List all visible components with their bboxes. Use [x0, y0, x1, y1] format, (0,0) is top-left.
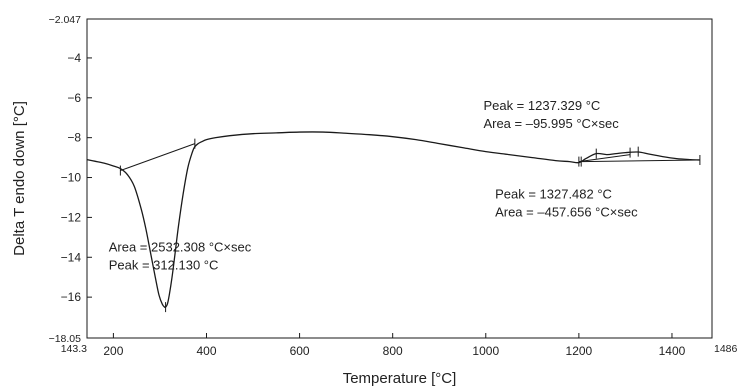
y-tick-label: −12 — [61, 210, 82, 224]
baselines — [120, 143, 700, 172]
annotation-line: Area = –95.995 °C×sec — [483, 116, 619, 131]
annotation-line: Peak = 1327.482 °C — [495, 186, 612, 201]
y-tick-label: −4 — [67, 51, 81, 65]
y-tick-label: −16 — [61, 290, 82, 304]
annotations: Area = 2532.308 °C×sec Peak = 312.130 °C P… — [109, 98, 638, 273]
annotation-line: Peak = 1237.329 °C — [483, 98, 600, 113]
x-axis-title: Temperature [°C] — [343, 370, 457, 387]
x-tick-label: 1400 — [659, 344, 686, 358]
y-axis-title: Delta T endo down [°C] — [11, 101, 28, 256]
x-tick-label: 1200 — [566, 344, 593, 358]
x-tick-label: 600 — [290, 344, 310, 358]
y-tick-label: −6 — [67, 91, 81, 105]
y-tick-label: −14 — [61, 250, 82, 264]
annotation-line: Area = 2532.308 °C×sec — [109, 239, 252, 254]
annotation-line: Peak = 312.130 °C — [109, 257, 219, 272]
markers — [119, 138, 701, 313]
integration-baseline — [578, 154, 631, 163]
series-line — [86, 131, 700, 309]
x-axis-ticks: 200 400 600 800 1000 1200 1400 143.3 1486 — [61, 333, 738, 358]
annotation-line: Area = –457.656 °C×sec — [495, 204, 638, 219]
x-tick-label: 800 — [383, 344, 403, 358]
x-tick-label: 400 — [196, 344, 216, 358]
y-tick-label: −8 — [67, 131, 81, 145]
y-limit-top-label: −2.047 — [49, 14, 82, 26]
integration-baseline — [581, 159, 700, 163]
x-limit-right-label: 1486 — [714, 343, 738, 355]
plot-frame — [86, 18, 713, 339]
x-tick-label: 1000 — [472, 344, 499, 358]
x-tick-label: 200 — [103, 344, 123, 358]
y-axis-ticks: −4 −6 −8 −10 −12 −14 −16 −2.047 −18.05 — [49, 14, 92, 345]
integration-baseline — [120, 143, 196, 172]
y-tick-label: −10 — [61, 171, 82, 185]
x-limit-left-label: 143.3 — [61, 343, 87, 355]
y-limit-bottom-label: −18.05 — [49, 333, 82, 345]
